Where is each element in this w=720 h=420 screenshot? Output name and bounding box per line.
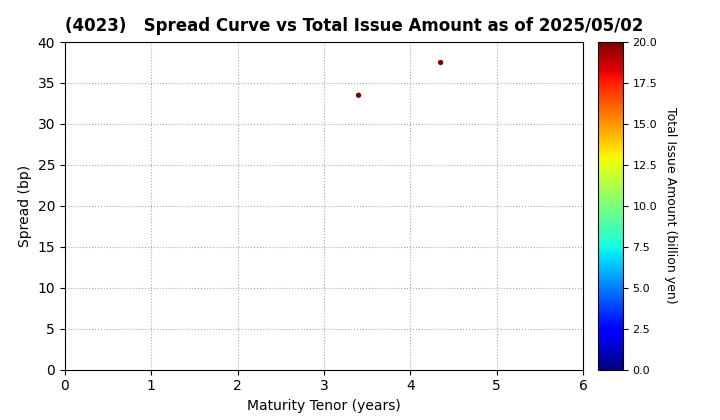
Point [435, 59, 446, 66]
Text: (4023)   Spread Curve vs Total Issue Amount as of 2025/05/02: (4023) Spread Curve vs Total Issue Amoun… [65, 17, 643, 35]
Y-axis label: Spread (bp): Spread (bp) [18, 165, 32, 247]
Y-axis label: Total Issue Amount (billion yen): Total Issue Amount (billion yen) [664, 108, 677, 304]
Point [353, 92, 364, 99]
X-axis label: Maturity Tenor (years): Maturity Tenor (years) [247, 399, 401, 413]
